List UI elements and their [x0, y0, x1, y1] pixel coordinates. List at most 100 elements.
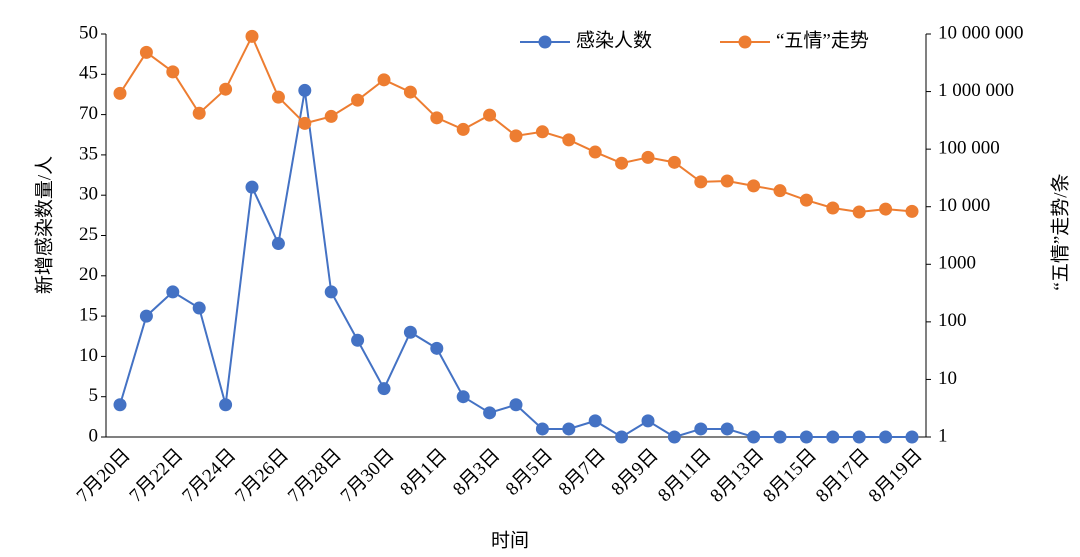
- data-point: [535, 125, 549, 139]
- y2-tick-label: 100 000: [938, 138, 1000, 159]
- y-tick-label: 5: [89, 385, 99, 406]
- data-point: [799, 430, 813, 444]
- y-tick-label: 35: [79, 143, 98, 164]
- data-point: [403, 325, 417, 339]
- data-point: [298, 83, 312, 97]
- data-point: [245, 180, 259, 194]
- data-point: [139, 309, 153, 323]
- x-tick-label: 7月24日: [178, 445, 240, 507]
- y-tick-label: 25: [79, 224, 98, 245]
- data-point: [799, 193, 813, 207]
- data-point: [324, 109, 338, 123]
- data-point: [166, 65, 180, 79]
- data-point: [720, 174, 734, 188]
- data-point: [271, 90, 285, 104]
- x-tick-label: 8月13日: [706, 445, 768, 507]
- legend-label: 感染人数: [576, 29, 652, 51]
- legend-marker: [538, 35, 552, 49]
- y2-tick-label: 1 000 000: [938, 80, 1014, 101]
- legend-marker: [738, 35, 752, 49]
- data-point: [219, 398, 233, 412]
- legend-label: “五情”走势: [776, 29, 869, 51]
- data-point: [905, 204, 919, 218]
- y-tick-label: 10: [79, 345, 98, 366]
- y-tick-label: 15: [79, 304, 98, 325]
- x-tick-label: 8月11日: [654, 445, 715, 506]
- data-point: [694, 175, 708, 189]
- data-point: [615, 156, 629, 170]
- data-point: [509, 129, 523, 143]
- data-point: [192, 106, 206, 120]
- x-tick-label: 8月15日: [759, 445, 821, 507]
- data-point: [456, 122, 470, 136]
- x-tick-label: 7月26日: [231, 445, 293, 507]
- data-point: [298, 116, 312, 130]
- data-point: [667, 430, 681, 444]
- x-tick-label: 8月17日: [812, 445, 874, 507]
- data-point: [245, 29, 259, 43]
- y-tick-label: 30: [79, 184, 98, 205]
- data-point: [430, 341, 444, 355]
- data-point: [535, 422, 549, 436]
- data-point: [879, 202, 893, 216]
- x-tick-label: 8月5日: [502, 445, 557, 500]
- data-point: [271, 237, 285, 251]
- data-point: [351, 333, 365, 347]
- data-point: [351, 93, 365, 107]
- data-point: [879, 430, 893, 444]
- data-point: [852, 205, 866, 219]
- y-tick-label: 50: [79, 22, 98, 43]
- x-tick-label: 7月30日: [337, 445, 399, 507]
- data-point: [826, 430, 840, 444]
- data-point: [377, 382, 391, 396]
- y-tick-label: 45: [79, 63, 98, 84]
- x-tick-label: 8月1日: [396, 445, 451, 500]
- data-point: [139, 45, 153, 59]
- data-point: [588, 145, 602, 159]
- data-point: [694, 422, 708, 436]
- y2-tick-label: 10: [938, 368, 957, 389]
- x-tick-label: 8月3日: [449, 445, 504, 500]
- y-tick-label: 0: [89, 425, 99, 446]
- y2-tick-label: 1000: [938, 253, 976, 274]
- data-point: [667, 155, 681, 169]
- data-point: [403, 85, 417, 99]
- y2-tick-label: 10 000: [938, 195, 990, 216]
- data-point: [483, 108, 497, 122]
- data-point: [747, 179, 761, 193]
- data-point: [192, 301, 206, 315]
- x-axis-label: 时间: [491, 529, 529, 551]
- data-point: [377, 73, 391, 87]
- data-point: [219, 82, 233, 96]
- data-point: [324, 285, 338, 299]
- y2-tick-label: 100: [938, 310, 967, 331]
- data-point: [562, 422, 576, 436]
- data-point: [456, 390, 470, 404]
- y-tick-label: 70: [79, 103, 98, 124]
- data-point: [826, 201, 840, 215]
- x-tick-label: 8月19日: [865, 445, 927, 507]
- x-tick-label: 7月22日: [126, 445, 188, 507]
- data-point: [641, 414, 655, 428]
- y-tick-label: 20: [79, 264, 98, 285]
- y2-tick-label: 1: [938, 425, 948, 446]
- series-line: [119, 90, 912, 439]
- data-point: [430, 111, 444, 125]
- y2-axis-label: “五情”走势/条: [1049, 173, 1071, 290]
- data-point: [852, 430, 866, 444]
- data-point: [615, 430, 629, 444]
- x-tick-label: 7月20日: [73, 445, 135, 507]
- x-tick-label: 8月7日: [555, 445, 610, 500]
- series-line: [119, 33, 913, 213]
- x-tick-label: 7月28日: [284, 445, 346, 507]
- data-point: [483, 406, 497, 420]
- data-point: [562, 133, 576, 147]
- data-point: [747, 430, 761, 444]
- data-point: [773, 430, 787, 444]
- y-axis-label: 新增感染数量/人: [33, 156, 55, 294]
- data-point: [166, 285, 180, 299]
- data-point: [641, 150, 655, 164]
- data-point: [113, 86, 127, 100]
- data-point: [720, 422, 734, 436]
